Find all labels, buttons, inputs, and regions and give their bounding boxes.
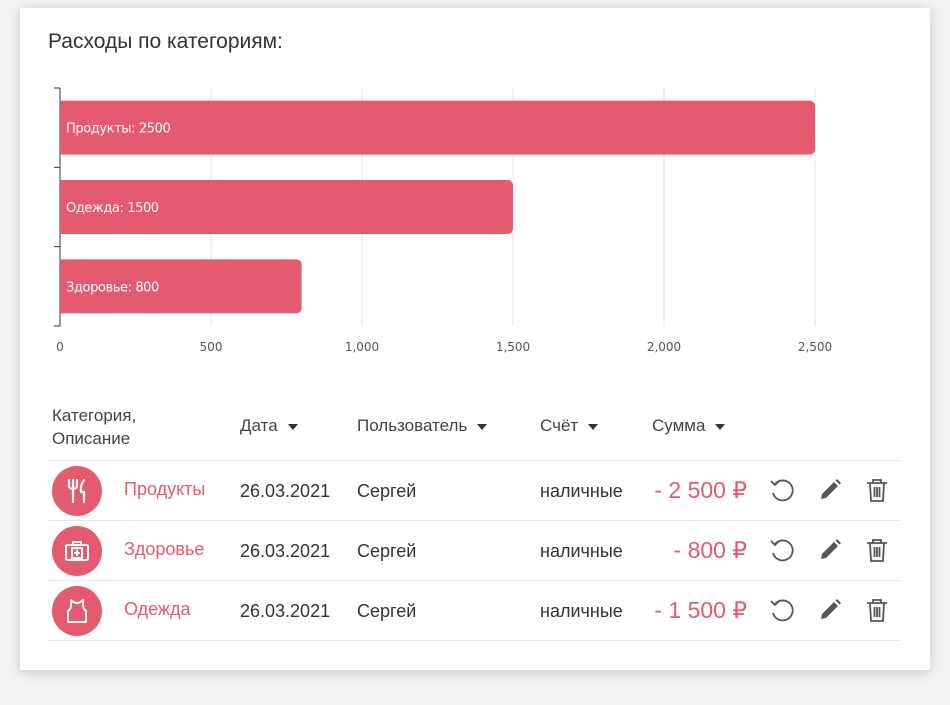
cell-date: 26.03.2021 [240, 481, 331, 501]
table-row: Одежда 26.03.2021 Сергей наличные - 1 50… [47, 580, 900, 641]
header-user-sort[interactable]: Пользователь [357, 416, 488, 436]
tank-top-icon [52, 586, 102, 636]
caret-down-icon [287, 423, 298, 430]
bar [60, 180, 513, 234]
expenses-bar-chart: 0 500 1,000 1,500 2,000 2,500 Продукты: 2500 Од… [54, 87, 832, 354]
cell-account: наличные [540, 481, 623, 501]
header-category: Категория, Описание [52, 406, 137, 448]
category-link[interactable]: Здоровье [124, 539, 205, 559]
caret-down-icon [715, 423, 726, 430]
first-aid-kit-icon [52, 526, 102, 576]
category-link[interactable]: Одежда [124, 599, 191, 619]
trash-icon[interactable] [862, 475, 892, 505]
undo-icon[interactable] [767, 475, 797, 505]
bar-label: Здоровье: 800 [66, 280, 159, 295]
bar-label: Продукты: 2500 [66, 122, 170, 137]
trash-icon[interactable] [862, 535, 892, 565]
header-date-sort[interactable]: Дата [240, 416, 298, 436]
x-tick-label: 500 [200, 340, 223, 354]
header-date-label: Дата [240, 416, 278, 435]
cell-user: Сергей [357, 541, 417, 561]
expenses-card: Расходы по категориям: 0 500 1,000 1,500 2,0… [20, 8, 930, 670]
header-user-label: Пользователь [357, 416, 468, 435]
header-sum-label: Сумма [652, 416, 706, 435]
fork-knife-icon [52, 466, 102, 516]
table-header: Категория, Описание Дата Пользователь Сч… [20, 400, 930, 456]
bar-label: Одежда: 1500 [66, 201, 159, 216]
trash-icon[interactable] [862, 595, 892, 625]
pencil-icon[interactable] [815, 595, 845, 625]
x-tick-label: 1,000 [345, 340, 379, 354]
header-account-label: Счёт [540, 416, 579, 435]
cell-user: Сергей [357, 601, 417, 621]
category-link[interactable]: Продукты [124, 479, 206, 499]
undo-icon[interactable] [767, 595, 797, 625]
cell-sum: - 1 500 ₽ [654, 597, 747, 623]
pencil-icon[interactable] [815, 535, 845, 565]
undo-icon[interactable] [767, 535, 797, 565]
x-tick-label: 2,000 [647, 340, 681, 354]
x-tick-label: 1,500 [496, 340, 530, 354]
x-tick-label: 2,500 [798, 340, 832, 354]
cell-account: наличные [540, 601, 623, 621]
cell-sum: - 2 500 ₽ [654, 477, 747, 503]
header-sum-sort[interactable]: Сумма [652, 416, 726, 436]
cell-sum: - 800 ₽ [673, 537, 747, 563]
expenses-table: Продукты 26.03.2021 Сергей наличные - 2 … [47, 460, 900, 641]
card-title: Расходы по категориям: [48, 30, 283, 53]
x-tick-label: 0 [56, 340, 64, 354]
header-account-sort[interactable]: Счёт [540, 416, 599, 436]
table-row: Продукты 26.03.2021 Сергей наличные - 2 … [47, 460, 900, 520]
pencil-icon[interactable] [815, 475, 845, 505]
cell-user: Сергей [357, 481, 417, 501]
cell-account: наличные [540, 541, 623, 561]
bar [60, 100, 815, 155]
table-row: Здоровье 26.03.2021 Сергей наличные - 80… [47, 520, 900, 580]
cell-date: 26.03.2021 [240, 541, 331, 561]
cell-date: 26.03.2021 [240, 601, 331, 621]
bar [60, 259, 302, 314]
caret-down-icon [588, 423, 599, 430]
caret-down-icon [477, 423, 488, 430]
